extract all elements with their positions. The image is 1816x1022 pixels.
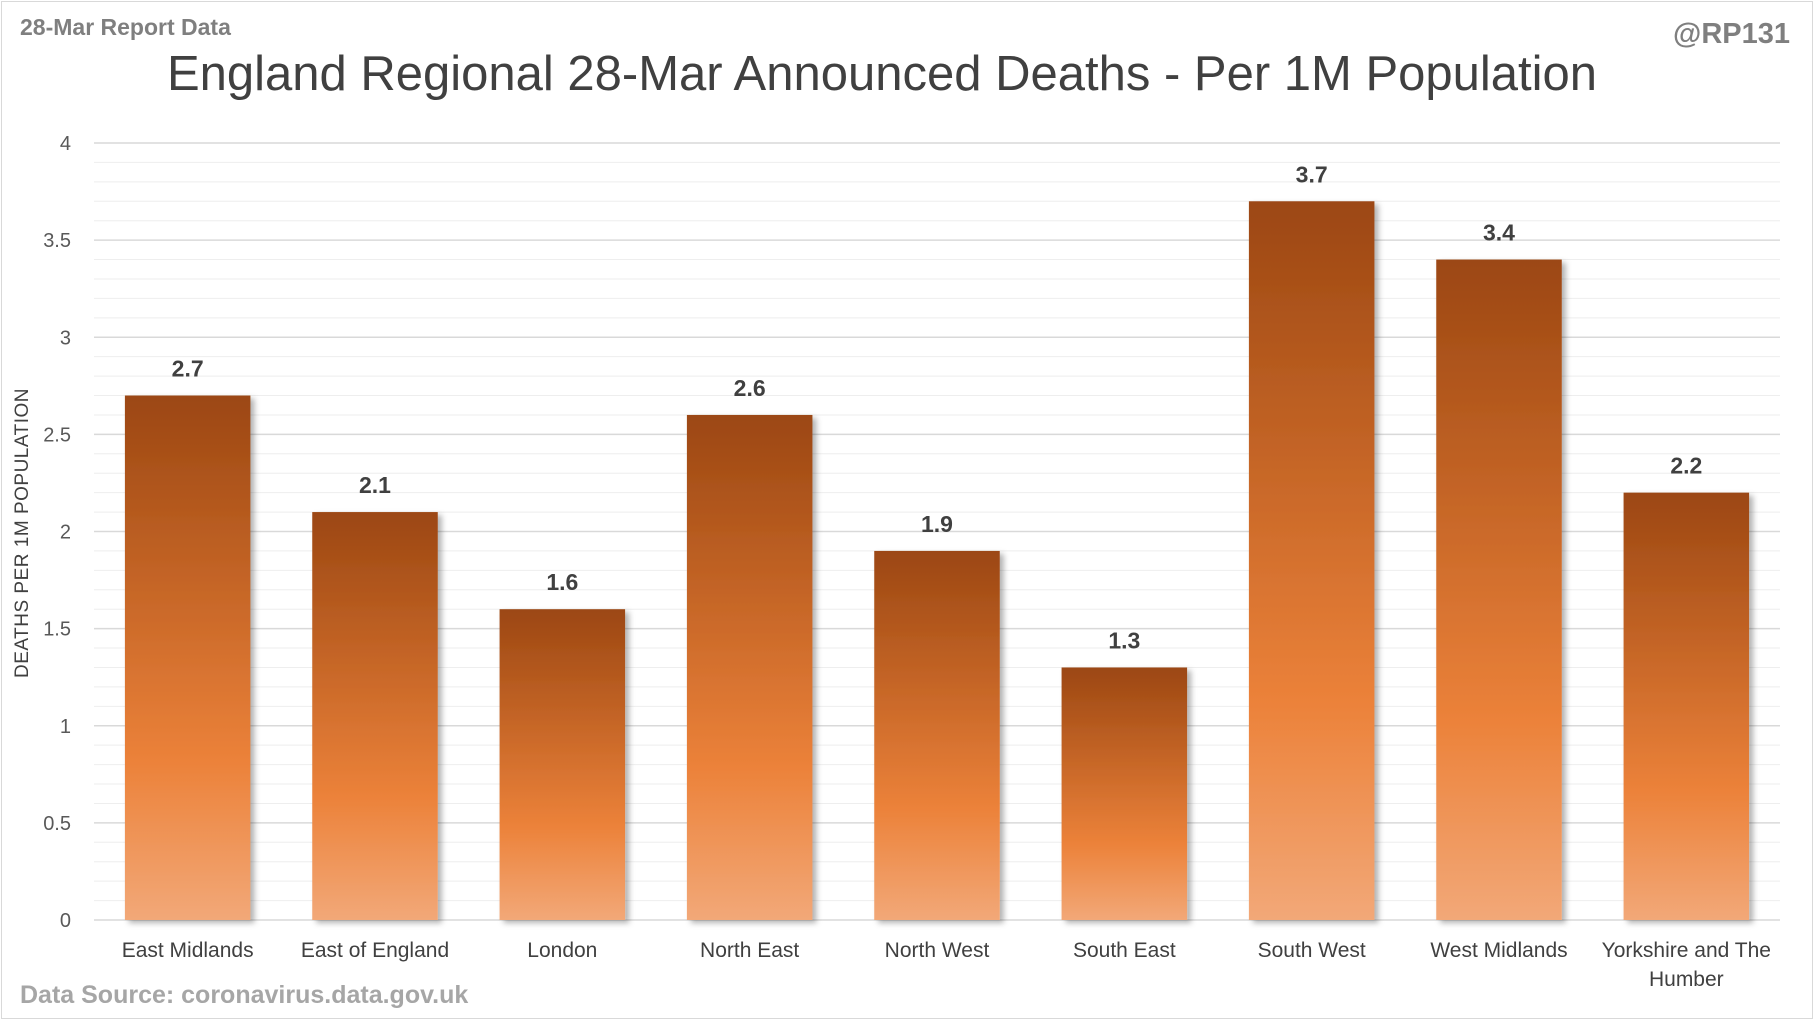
y-tick-label: 3.5 (43, 230, 71, 252)
x-category-label: East of England (301, 939, 449, 962)
bar-value-label: 1.9 (921, 511, 953, 537)
y-axis-ticks: 0 0.5 1 1.5 2 2.5 3 3.5 4 (43, 133, 71, 932)
y-tick-label: 0 (60, 910, 71, 932)
bar-value-label: 3.7 (1296, 161, 1328, 187)
x-category-label: North West (885, 939, 990, 962)
bar (312, 512, 438, 920)
y-tick-label: 1 (60, 716, 71, 738)
author-handle: @RP131 (1673, 18, 1790, 50)
bar (1623, 492, 1750, 920)
bar-value-label: 2.2 (1670, 453, 1702, 479)
data-source-label: Data Source: coronavirus.data.gov.uk (20, 981, 469, 1009)
x-category-label: South East (1073, 939, 1176, 962)
bar-value-label: 1.6 (546, 569, 578, 595)
y-tick-label: 2 (60, 522, 71, 544)
bar (1248, 201, 1375, 920)
bar (1436, 259, 1562, 920)
y-tick-label: 3 (60, 327, 71, 349)
bar-value-label: 2.6 (734, 375, 766, 401)
x-axis-categories: East Midlands East of England London North … (122, 939, 1771, 991)
report-label: 28-Mar Report Data (20, 14, 231, 40)
bar-value-label: 2.7 (172, 356, 204, 382)
bar-value-label: 1.3 (1108, 627, 1140, 653)
x-category-label: Yorkshire and The Humber (1602, 939, 1771, 991)
x-category-label: South West (1258, 939, 1366, 962)
y-tick-label: 4 (60, 133, 71, 155)
bar-value-label: 3.4 (1483, 220, 1515, 246)
y-tick-label: 1.5 (43, 619, 71, 641)
bar (124, 395, 251, 920)
x-category-label: West Midlands (1430, 939, 1567, 962)
bar (499, 609, 626, 920)
y-tick-label: 0.5 (43, 813, 71, 835)
bars (124, 201, 1750, 920)
y-axis-label: DEATHS PER 1M POPULATION (12, 388, 33, 678)
bar-value-label: 2.1 (359, 472, 391, 498)
chart-title: England Regional 28-Mar Announced Deaths… (166, 47, 1598, 101)
data-labels: 2.7 2.1 1.6 2.6 1.9 1.3 3.7 3.4 2.2 (172, 161, 1703, 653)
y-tick-label: 2.5 (43, 424, 71, 446)
bar (686, 414, 813, 920)
x-category-label: London (527, 939, 597, 962)
x-category-label: East Midlands (122, 939, 254, 962)
x-category-label: North East (700, 939, 799, 962)
bar (1061, 667, 1188, 920)
bar (874, 550, 1000, 920)
